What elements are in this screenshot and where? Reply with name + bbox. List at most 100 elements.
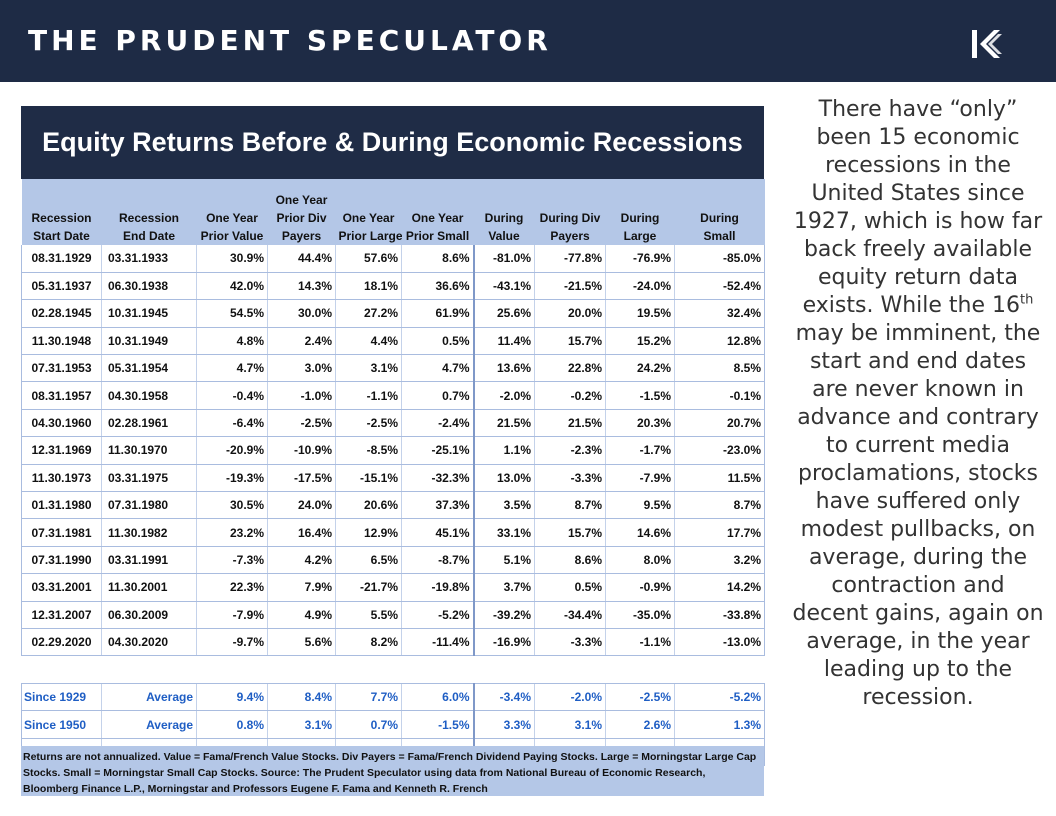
column-header-line: Start Date [33, 229, 90, 243]
table-cell: 04.30.1960 [21, 409, 102, 438]
table-cell: 8.6% [401, 245, 474, 273]
average-cell: Since 1929 [21, 683, 102, 712]
table-cell: 03.31.1933 [101, 245, 197, 273]
table-cell: 24.0% [267, 491, 336, 520]
table-cell: -43.1% [472, 272, 535, 301]
table-cell: 02.28.1945 [21, 299, 102, 328]
table-cell: -0.1% [674, 381, 765, 410]
table-cell: -19.3% [196, 464, 268, 493]
table-cell: -15.1% [335, 464, 402, 493]
table-cell: 3.5% [472, 491, 535, 520]
table-cell: 30.0% [267, 299, 336, 328]
table-cell: 19.5% [605, 299, 675, 328]
table-cell: 3.1% [335, 354, 402, 383]
table-cell: -77.8% [534, 245, 606, 273]
table-row: 02.29.2020 04.30.2020 -9.7% 5.6% 8.2% -11.4% -… [21, 628, 765, 657]
table-cell: -2.0% [472, 381, 535, 410]
table-cell: 8.7% [674, 491, 765, 520]
table-cell: 0.5% [534, 573, 606, 602]
table-cell: 6.5% [335, 546, 402, 575]
table-cell: -20.9% [196, 436, 268, 465]
footnote: Returns are not annualized. Value = Fama… [21, 746, 764, 796]
table-cell: 11.30.1982 [101, 518, 197, 547]
table-row: 07.31.1953 05.31.1954 4.7% 3.0% 3.1% 4.7% 13.6… [21, 354, 765, 383]
table-cell: 07.31.1953 [21, 354, 102, 383]
column-header-line: During Div [539, 211, 601, 225]
table-cell: -16.9% [472, 628, 535, 657]
column-header-line: One Year [411, 211, 464, 225]
column-header: During Value [474, 179, 535, 245]
average-cell: -3.4% [472, 683, 535, 712]
table-cell: 07.31.1980 [101, 491, 197, 520]
table-cell: 4.7% [196, 354, 268, 383]
table-cell: -52.4% [674, 272, 765, 301]
table-cell: 14.2% [674, 573, 765, 602]
column-header-line: During [700, 211, 739, 225]
table-cell: 12.8% [674, 327, 765, 356]
commentary-text-after: may be imminent, the start and end dates… [792, 321, 1044, 710]
column-header-line: Prior Small [405, 229, 470, 243]
column-header-line: Recession [118, 211, 180, 225]
table-cell: 61.9% [401, 299, 474, 328]
table-cell: -2.5% [335, 409, 402, 438]
column-header-line: Small [703, 229, 736, 243]
column-header-line: Recession [31, 211, 92, 225]
table-cell: 0.7% [401, 381, 474, 410]
table-cell: -5.2% [401, 601, 474, 629]
average-cell: -1.5% [401, 710, 474, 739]
table-row: 12.31.1969 11.30.1970 -20.9% -10.9% -8.5% -25… [21, 436, 765, 465]
table-cell: 11.30.2001 [101, 573, 197, 602]
header-bar: THE PRUDENT SPECULATOR [0, 0, 1056, 82]
table-row: 08.31.1929 03.31.1933 30.9% 44.4% 57.6% 8.6% -… [21, 245, 765, 273]
table-cell: -3.3% [534, 464, 606, 493]
table-spacer [21, 655, 765, 684]
table-row: 04.30.1960 02.28.1961 -6.4% -2.5% -2.5% -2.4%… [21, 409, 765, 438]
average-cell: Average [101, 710, 197, 739]
table-cell: -11.4% [401, 628, 474, 657]
average-cell: -5.2% [674, 683, 765, 712]
table-row: 11.30.1948 10.31.1949 4.8% 2.4% 4.4% 0.5% 11.4… [21, 327, 765, 356]
table-cell: 05.31.1937 [21, 272, 102, 301]
table-cell: -19.8% [401, 573, 474, 602]
table-cell: 36.6% [401, 272, 474, 301]
table-cell: 02.29.2020 [21, 628, 102, 657]
table-cell: -2.5% [267, 409, 336, 438]
table-cell: 03.31.1975 [101, 464, 197, 493]
average-cell: -2.0% [534, 683, 606, 712]
table-body: 08.31.1929 03.31.1933 30.9% 44.4% 57.6% 8.6% -… [21, 245, 765, 657]
table-cell: 22.8% [534, 354, 606, 383]
table-cell: 32.4% [674, 299, 765, 328]
table-cell: -25.1% [401, 436, 474, 465]
average-row: Since 1929 Average 9.4% 8.4% 7.7% 6.0% -3.4% -2… [21, 683, 765, 712]
table-cell: 11.4% [472, 327, 535, 356]
table-cell: 03.31.1991 [101, 546, 197, 575]
table-cell: 33.1% [472, 518, 535, 547]
table-cell: 22.3% [196, 573, 268, 602]
column-header-line: Prior Div [276, 211, 327, 225]
table-row: 07.31.1981 11.30.1982 23.2% 16.4% 12.9% 45.1%… [21, 518, 765, 547]
table-cell: 15.7% [534, 518, 606, 547]
table-cell: 12.31.1969 [21, 436, 102, 465]
table-cell: 08.31.1929 [21, 245, 102, 273]
table-cell: 12.9% [335, 518, 402, 547]
table-cell: 06.30.1938 [101, 272, 197, 301]
table-cell: -1.5% [605, 381, 675, 410]
table-cell: 24.2% [605, 354, 675, 383]
table-cell: 17.7% [674, 518, 765, 547]
table-cell: 0.5% [401, 327, 474, 356]
table-cell: 42.0% [196, 272, 268, 301]
table-cell: 13.6% [472, 354, 535, 383]
table-cell: -0.2% [534, 381, 606, 410]
average-cell: 3.1% [267, 710, 336, 739]
table-cell: 2.4% [267, 327, 336, 356]
table-cell: 10.31.1945 [101, 299, 197, 328]
table-cell: 4.8% [196, 327, 268, 356]
table-cell: 3.7% [472, 573, 535, 602]
average-cell: 1.3% [674, 710, 765, 739]
table-cell: -21.7% [335, 573, 402, 602]
table-cell: -3.3% [534, 628, 606, 657]
average-cell: 6.0% [401, 683, 474, 712]
table-cell: -7.3% [196, 546, 268, 575]
table-cell: -0.4% [196, 381, 268, 410]
column-header: During Large [606, 179, 675, 245]
